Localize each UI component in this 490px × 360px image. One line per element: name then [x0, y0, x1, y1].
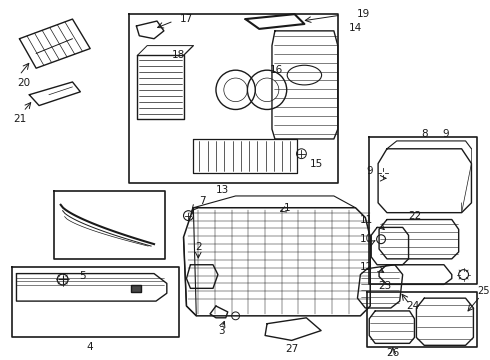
Text: 12: 12 — [360, 262, 373, 272]
Text: 9: 9 — [367, 166, 373, 176]
Text: 2: 2 — [195, 242, 201, 252]
Text: 25: 25 — [477, 286, 490, 296]
Text: 4: 4 — [87, 342, 94, 352]
Text: 3: 3 — [219, 325, 225, 336]
Text: 16: 16 — [270, 65, 284, 75]
Text: 24: 24 — [406, 301, 419, 311]
Text: 26: 26 — [386, 348, 399, 358]
Text: 17: 17 — [180, 14, 193, 24]
Text: 21: 21 — [13, 114, 26, 124]
Text: 20: 20 — [17, 78, 30, 88]
Polygon shape — [131, 285, 141, 292]
Text: 14: 14 — [349, 23, 362, 33]
Text: 9: 9 — [442, 129, 449, 139]
Text: 22: 22 — [408, 211, 421, 221]
Text: 23: 23 — [378, 282, 392, 291]
Text: 8: 8 — [421, 129, 428, 139]
Text: 11: 11 — [360, 215, 373, 225]
Text: 18: 18 — [172, 50, 185, 60]
Text: 5: 5 — [79, 271, 86, 280]
Text: 27: 27 — [285, 344, 298, 354]
Text: 15: 15 — [310, 158, 323, 168]
Text: 10: 10 — [360, 234, 373, 244]
Text: 19: 19 — [357, 9, 370, 19]
Text: 1: 1 — [283, 203, 290, 213]
Text: 7: 7 — [199, 196, 205, 206]
Text: 13: 13 — [216, 185, 229, 195]
